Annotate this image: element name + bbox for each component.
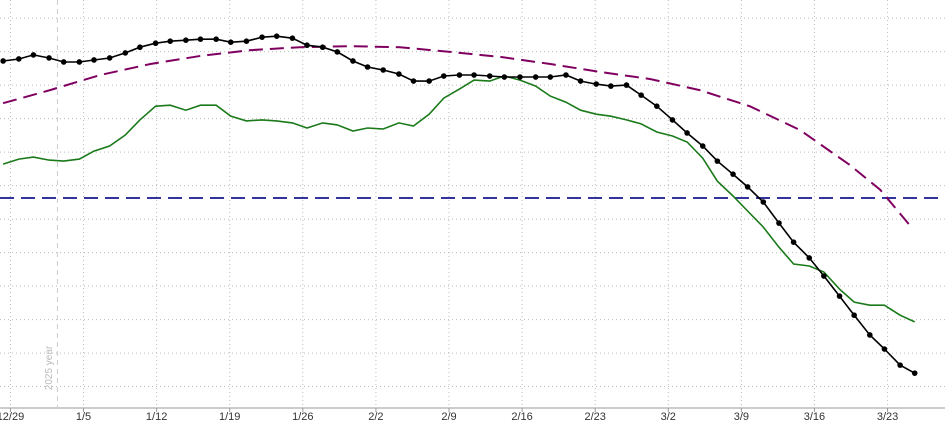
data-point [304,42,310,49]
data-point [259,34,265,40]
x-tick-label: 3/9 [734,411,749,423]
data-point [273,33,280,39]
data-point [396,71,402,77]
data-point [744,184,751,190]
series-line [2,75,916,323]
x-tick-label: 3/16 [804,411,825,423]
data-point [60,59,67,65]
data-point [122,50,129,56]
x-tick-label: 12/29 [0,411,24,423]
data-point [410,78,417,84]
data-point [213,36,219,42]
data-point [76,59,83,65]
data-point [137,44,143,51]
series-line [2,45,912,227]
x-tick-label: 1/12 [146,411,167,423]
data-point [46,55,52,61]
data-point [334,49,341,55]
data-point [577,78,584,84]
data-point [897,362,903,368]
data-point [167,38,174,45]
data-point [106,55,113,61]
data-point [669,117,676,123]
data-point [836,293,843,299]
data-point [15,56,22,62]
data-point [289,35,296,41]
x-tick-label: 1/5 [76,411,91,423]
data-point [776,220,782,226]
data-point [227,39,234,46]
data-point [350,58,356,64]
data-point [183,37,189,43]
data-point [699,143,706,149]
x-tick-label: 2/2 [368,411,383,423]
data-point [30,52,37,58]
data-point [638,92,644,98]
data-point [471,72,477,78]
data-point [608,83,614,89]
annotation: 2025 year [44,345,55,390]
data-point [867,332,873,338]
data-point [243,38,250,45]
data-point [517,74,523,80]
data-point [851,312,857,319]
data-point [501,74,508,80]
data-point [806,255,813,261]
data-point [623,82,630,88]
data-point [426,78,432,84]
data-point [91,57,97,63]
x-tick-label: 2/16 [511,411,532,423]
data-point [881,346,888,352]
data-point [911,370,918,376]
data-point [593,81,600,87]
data-point [152,40,159,47]
data-point [532,74,539,80]
data-point [684,130,690,136]
x-tick-label: 3/2 [661,411,676,423]
x-tick-label: 3/23 [877,411,898,423]
x-tick-label: 1/26 [292,411,313,423]
data-point [380,67,387,73]
series-line [2,35,916,374]
data-point [714,158,721,164]
data-point [547,74,554,80]
data-point [319,44,326,51]
data-point [654,103,660,109]
x-tick-label: 2/23 [584,411,605,423]
x-tick-label: 2/9 [441,411,456,423]
x-tick-label: 1/19 [219,411,240,423]
data-point [0,58,6,64]
data-point [456,72,463,78]
data-point [197,36,204,42]
data-point [364,64,371,70]
data-point [821,273,827,279]
data-point [486,73,493,79]
data-point [730,171,736,177]
data-point [790,239,797,245]
data-point [760,199,767,205]
data-point [563,72,569,78]
data-point [440,73,447,79]
